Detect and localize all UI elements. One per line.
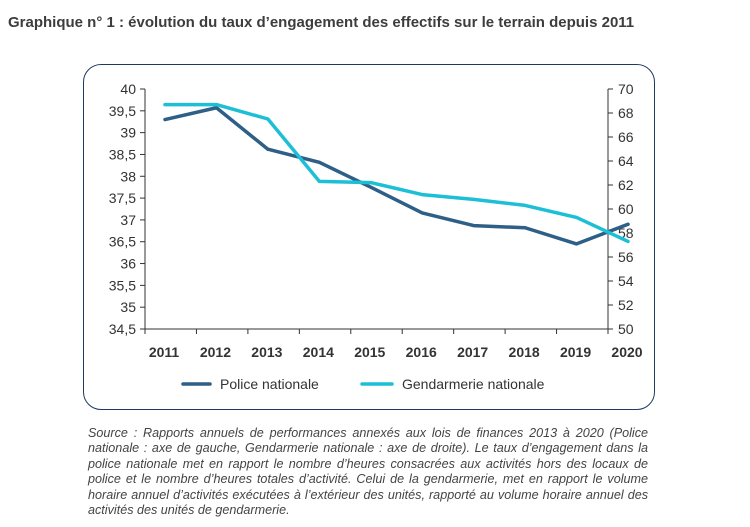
data-point-police — [575, 242, 579, 246]
chart-title: Graphique n° 1 : évolution du taux d’eng… — [8, 14, 635, 31]
y-left-tick-label: 38,5 — [109, 146, 136, 162]
data-point-gendarmerie — [214, 103, 218, 107]
y-right-tick-label: 64 — [618, 153, 634, 169]
y-left-tick-label: 39,5 — [109, 103, 136, 119]
y-right-tick-label: 68 — [618, 105, 634, 121]
x-tick-label: 2015 — [354, 344, 385, 360]
y-left-tick-label: 39 — [120, 125, 136, 141]
y-right-tick-label: 50 — [618, 321, 634, 337]
x-tick-label: 2017 — [457, 344, 488, 360]
x-tick-label: 2016 — [406, 344, 437, 360]
x-tick-label: 2018 — [509, 344, 540, 360]
data-point-police — [523, 226, 527, 230]
y-right-tick-label: 56 — [618, 249, 634, 265]
y-right-tick-label: 60 — [618, 201, 634, 217]
y-left-tick-label: 40 — [120, 81, 136, 97]
series-line-gendarmerie — [163, 102, 630, 244]
line-chart: 34,5 35 35,5 36 36,5 37 37,5 38 38,5 39 39,5 40 50 52… — [109, 81, 643, 392]
data-point-police — [369, 185, 373, 189]
y-right-tick-label: 62 — [618, 177, 634, 193]
y-right-tick-label: 66 — [618, 129, 634, 145]
data-point-gendarmerie — [523, 203, 527, 207]
y-right-tick-label: 54 — [618, 273, 634, 289]
data-point-police — [163, 118, 167, 122]
y-left-tick-label: 34,5 — [109, 321, 136, 337]
data-point-gendarmerie — [472, 197, 476, 201]
data-point-police — [266, 147, 270, 151]
x-tick-label: 2011 — [149, 344, 180, 360]
legend-label-gendarmerie: Gendarmerie nationale — [402, 376, 545, 392]
data-point-gendarmerie — [317, 179, 321, 183]
data-point-police — [317, 160, 321, 164]
y-left-tick-label: 35 — [120, 299, 136, 315]
data-point-gendarmerie — [575, 215, 579, 219]
y-left-tick-label: 37,5 — [109, 190, 136, 206]
data-point-gendarmerie — [163, 103, 167, 107]
data-point-gendarmerie — [266, 117, 270, 121]
data-point-police — [472, 224, 476, 228]
series-line-police — [163, 106, 630, 246]
x-tick-label: 2013 — [251, 344, 282, 360]
x-tick-label: 2020 — [611, 344, 642, 360]
data-point-gendarmerie — [369, 181, 373, 185]
x-tick-label: 2019 — [560, 344, 591, 360]
source-note: Source : Rapports annuels de performance… — [88, 426, 648, 518]
x-tick-label: 2014 — [303, 344, 334, 360]
y-right-tick-label: 52 — [618, 297, 634, 313]
data-point-gendarmerie — [420, 193, 424, 197]
data-point-police — [420, 211, 424, 215]
data-point-gendarmerie — [626, 239, 630, 243]
y-left-tick-label: 37 — [120, 212, 136, 228]
y-left-tick-label: 35,5 — [109, 277, 136, 293]
legend-label-police: Police nationale — [220, 376, 319, 392]
y-left-tick-label: 36 — [120, 256, 136, 272]
data-point-police — [626, 222, 630, 226]
y-left-tick-label: 38 — [120, 168, 136, 184]
data-point-police — [214, 106, 218, 110]
y-left-tick-label: 36,5 — [109, 234, 136, 250]
x-tick-label: 2012 — [200, 344, 231, 360]
y-right-tick-label: 70 — [618, 81, 634, 97]
chart-frame — [83, 64, 655, 410]
